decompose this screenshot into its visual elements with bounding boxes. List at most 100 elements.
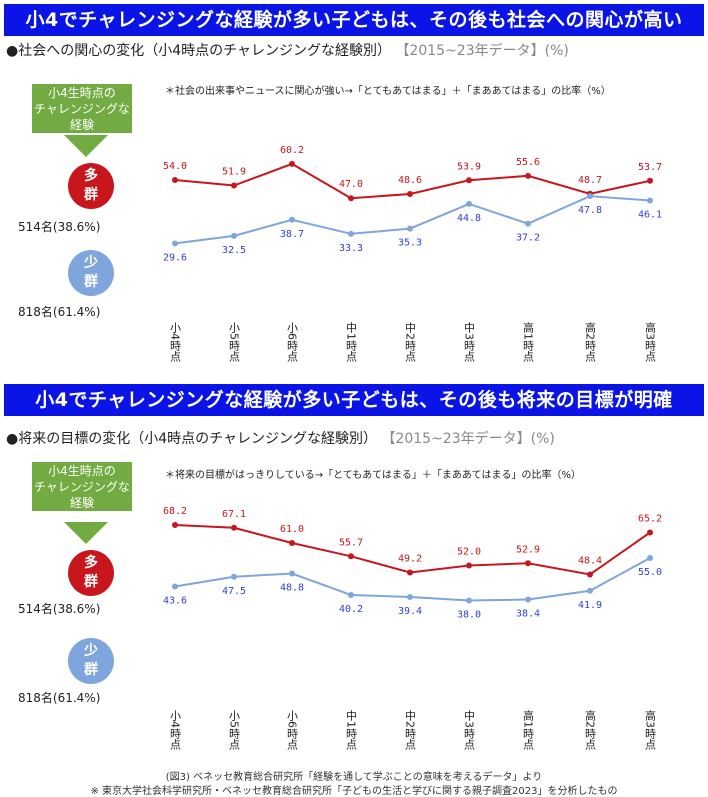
x-tick-label: 小4時点 [169, 322, 182, 363]
x-tick-label: 中1時点 [345, 322, 358, 363]
data-label: 47.5 [222, 586, 246, 597]
legend-box-line: 経験 [69, 496, 94, 510]
legend-high-group: 多 群 [68, 163, 114, 209]
chart-2-title-text: ●将来の目標の変化（小4時点のチャレンジングな経験別） [6, 431, 377, 447]
chart-2-note: ＊将来の目標がはっきりしている→「とてもあてはまる」＋「まああてはまる」の比率（… [165, 470, 581, 481]
data-label: 52.0 [457, 547, 481, 558]
high-count: 514名(38.6%) [18, 220, 101, 234]
data-point [348, 230, 354, 237]
chart-2-title-suffix: 【2015~23年データ】(%) [381, 431, 555, 447]
chart-2-title: ●将来の目標の変化（小4時点のチャレンジングな経験別） 【2015~23年データ… [6, 428, 555, 448]
arrow-down-icon [64, 522, 108, 544]
x-tick-label: 小5時点 [228, 710, 241, 751]
data-label: 53.7 [638, 162, 662, 173]
legend-box-2: 小4生時点の チャレンジングな 経験 [32, 462, 132, 511]
x-tick-label: 中3時点 [463, 322, 476, 363]
chart-1: 54.0 51.9 60.2 47.0 48.6 53.9 55.6 48.7 53.7 29.6… [163, 145, 662, 363]
data-point [172, 522, 178, 528]
x-tick-label: 高2時点 [584, 321, 597, 363]
banner-1: 小4でチャレンジングな経験が多い子どもは、その後も社会への関心が高い [4, 4, 704, 36]
legend-low-group: 少 群 [68, 250, 114, 296]
data-label: 46.1 [638, 210, 662, 221]
data-label: 60.2 [280, 145, 304, 156]
chart-1-title-text: ●社会への関心の変化（小4時点のチャレンジングな経験別） [6, 43, 391, 59]
data-point [587, 193, 593, 200]
series-line-low [174, 195, 651, 245]
low-count: 818名(61.4%) [18, 305, 101, 319]
data-point [407, 594, 413, 600]
banner-2: 小4でチャレンジングな経験が多い子どもは、その後も将来の目標が明確 [4, 384, 704, 416]
x-tick-label: 小5時点 [228, 322, 241, 363]
data-point [231, 182, 237, 189]
data-label: 38.7 [280, 229, 304, 240]
x-tick-label: 中2時点 [404, 322, 417, 363]
data-point [289, 160, 295, 167]
data-label: 35.3 [398, 238, 422, 249]
data-point [525, 596, 531, 603]
data-point [466, 562, 472, 569]
data-label: 48.6 [398, 175, 422, 186]
legend-box-1: 小4生時点の チャレンジングな 経験 [32, 84, 132, 133]
data-label: 48.7 [578, 175, 602, 186]
data-label: 52.9 [516, 544, 540, 555]
data-label: 49.2 [398, 554, 422, 565]
data-point [172, 240, 178, 247]
data-point [348, 592, 354, 598]
x-tick-label: 小4時点 [169, 710, 182, 751]
high-count: 514名(38.6%) [18, 602, 101, 616]
data-label: 32.5 [222, 245, 246, 256]
data-point [231, 232, 237, 239]
x-tick-label: 高2時点 [584, 709, 597, 751]
data-point [525, 560, 531, 567]
chart-1-title: ●社会への関心の変化（小4時点のチャレンジングな経験別） 【2015~23年デー… [6, 40, 569, 60]
data-label: 53.9 [457, 161, 481, 172]
data-point [231, 573, 237, 580]
legend-box-line: 小4生時点の [48, 464, 116, 478]
data-label: 55.0 [638, 567, 662, 578]
data-point [647, 529, 653, 536]
data-point [647, 555, 653, 561]
data-label: 43.6 [163, 596, 187, 607]
data-label: 33.3 [339, 243, 363, 254]
legend-box-line: 小4生時点の [48, 86, 116, 100]
data-point [466, 177, 472, 184]
x-tick-label: 高1時点 [522, 321, 535, 363]
data-point [289, 570, 295, 577]
data-label: 61.0 [280, 524, 304, 535]
data-point [172, 177, 178, 183]
data-point [407, 225, 413, 232]
data-label: 44.8 [457, 213, 481, 224]
legend-box-line: チャレンジングな [34, 480, 130, 494]
data-point [466, 200, 472, 207]
chart-2: 68.2 67.1 61.0 55.7 49.2 52.0 52.9 48.4 65.2 43.6… [163, 506, 662, 751]
data-label: 48.4 [578, 556, 602, 567]
data-label: 37.2 [516, 233, 540, 244]
data-point [587, 587, 593, 594]
data-label: 38.4 [516, 609, 540, 620]
data-label: 41.9 [578, 600, 602, 611]
data-label: 67.1 [222, 509, 246, 520]
data-point [407, 569, 413, 576]
data-label: 47.0 [339, 179, 363, 190]
data-point [289, 540, 295, 546]
data-label: 55.6 [516, 157, 540, 168]
arrow-down-icon [64, 135, 108, 157]
legend-low-group: 少 群 [68, 638, 114, 684]
chart-1-title-suffix: 【2015~23年データ】(%) [395, 43, 569, 59]
x-tick-label: 中1時点 [345, 710, 358, 751]
data-label: 48.8 [280, 583, 304, 594]
legend-high-group: 多 群 [68, 550, 114, 596]
data-point [172, 583, 178, 590]
data-point [466, 597, 472, 604]
x-tick-label: 小6時点 [286, 710, 299, 751]
data-label: 38.0 [457, 610, 481, 621]
x-tick-label: 小6時点 [286, 322, 299, 363]
data-label: 55.7 [339, 537, 363, 548]
data-point [348, 553, 354, 560]
data-point [231, 524, 237, 531]
data-point [525, 172, 531, 179]
data-label: 51.9 [222, 166, 246, 177]
data-label: 65.2 [638, 514, 662, 525]
data-point [348, 195, 354, 202]
